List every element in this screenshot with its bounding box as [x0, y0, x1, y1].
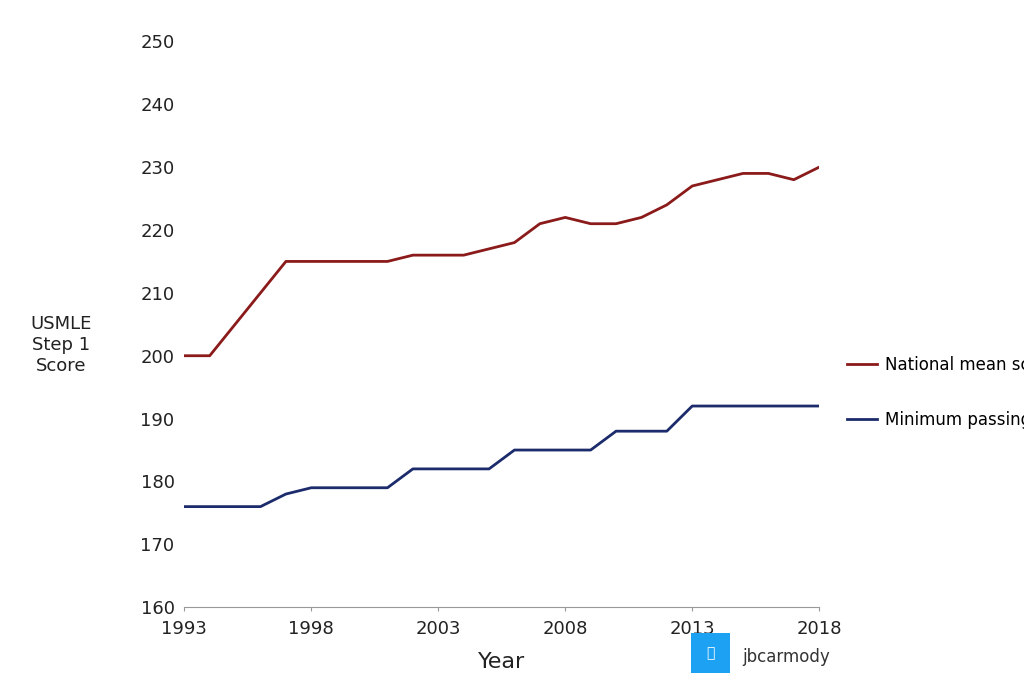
- Legend: National mean score, Minimum passing score: National mean score, Minimum passing sco…: [841, 349, 1024, 435]
- FancyBboxPatch shape: [687, 629, 734, 677]
- Text: jbcarmody: jbcarmody: [742, 648, 830, 666]
- Text: USMLE
Step 1
Score: USMLE Step 1 Score: [31, 315, 92, 375]
- X-axis label: Year: Year: [478, 651, 525, 671]
- Text: 🐦: 🐦: [707, 646, 715, 660]
